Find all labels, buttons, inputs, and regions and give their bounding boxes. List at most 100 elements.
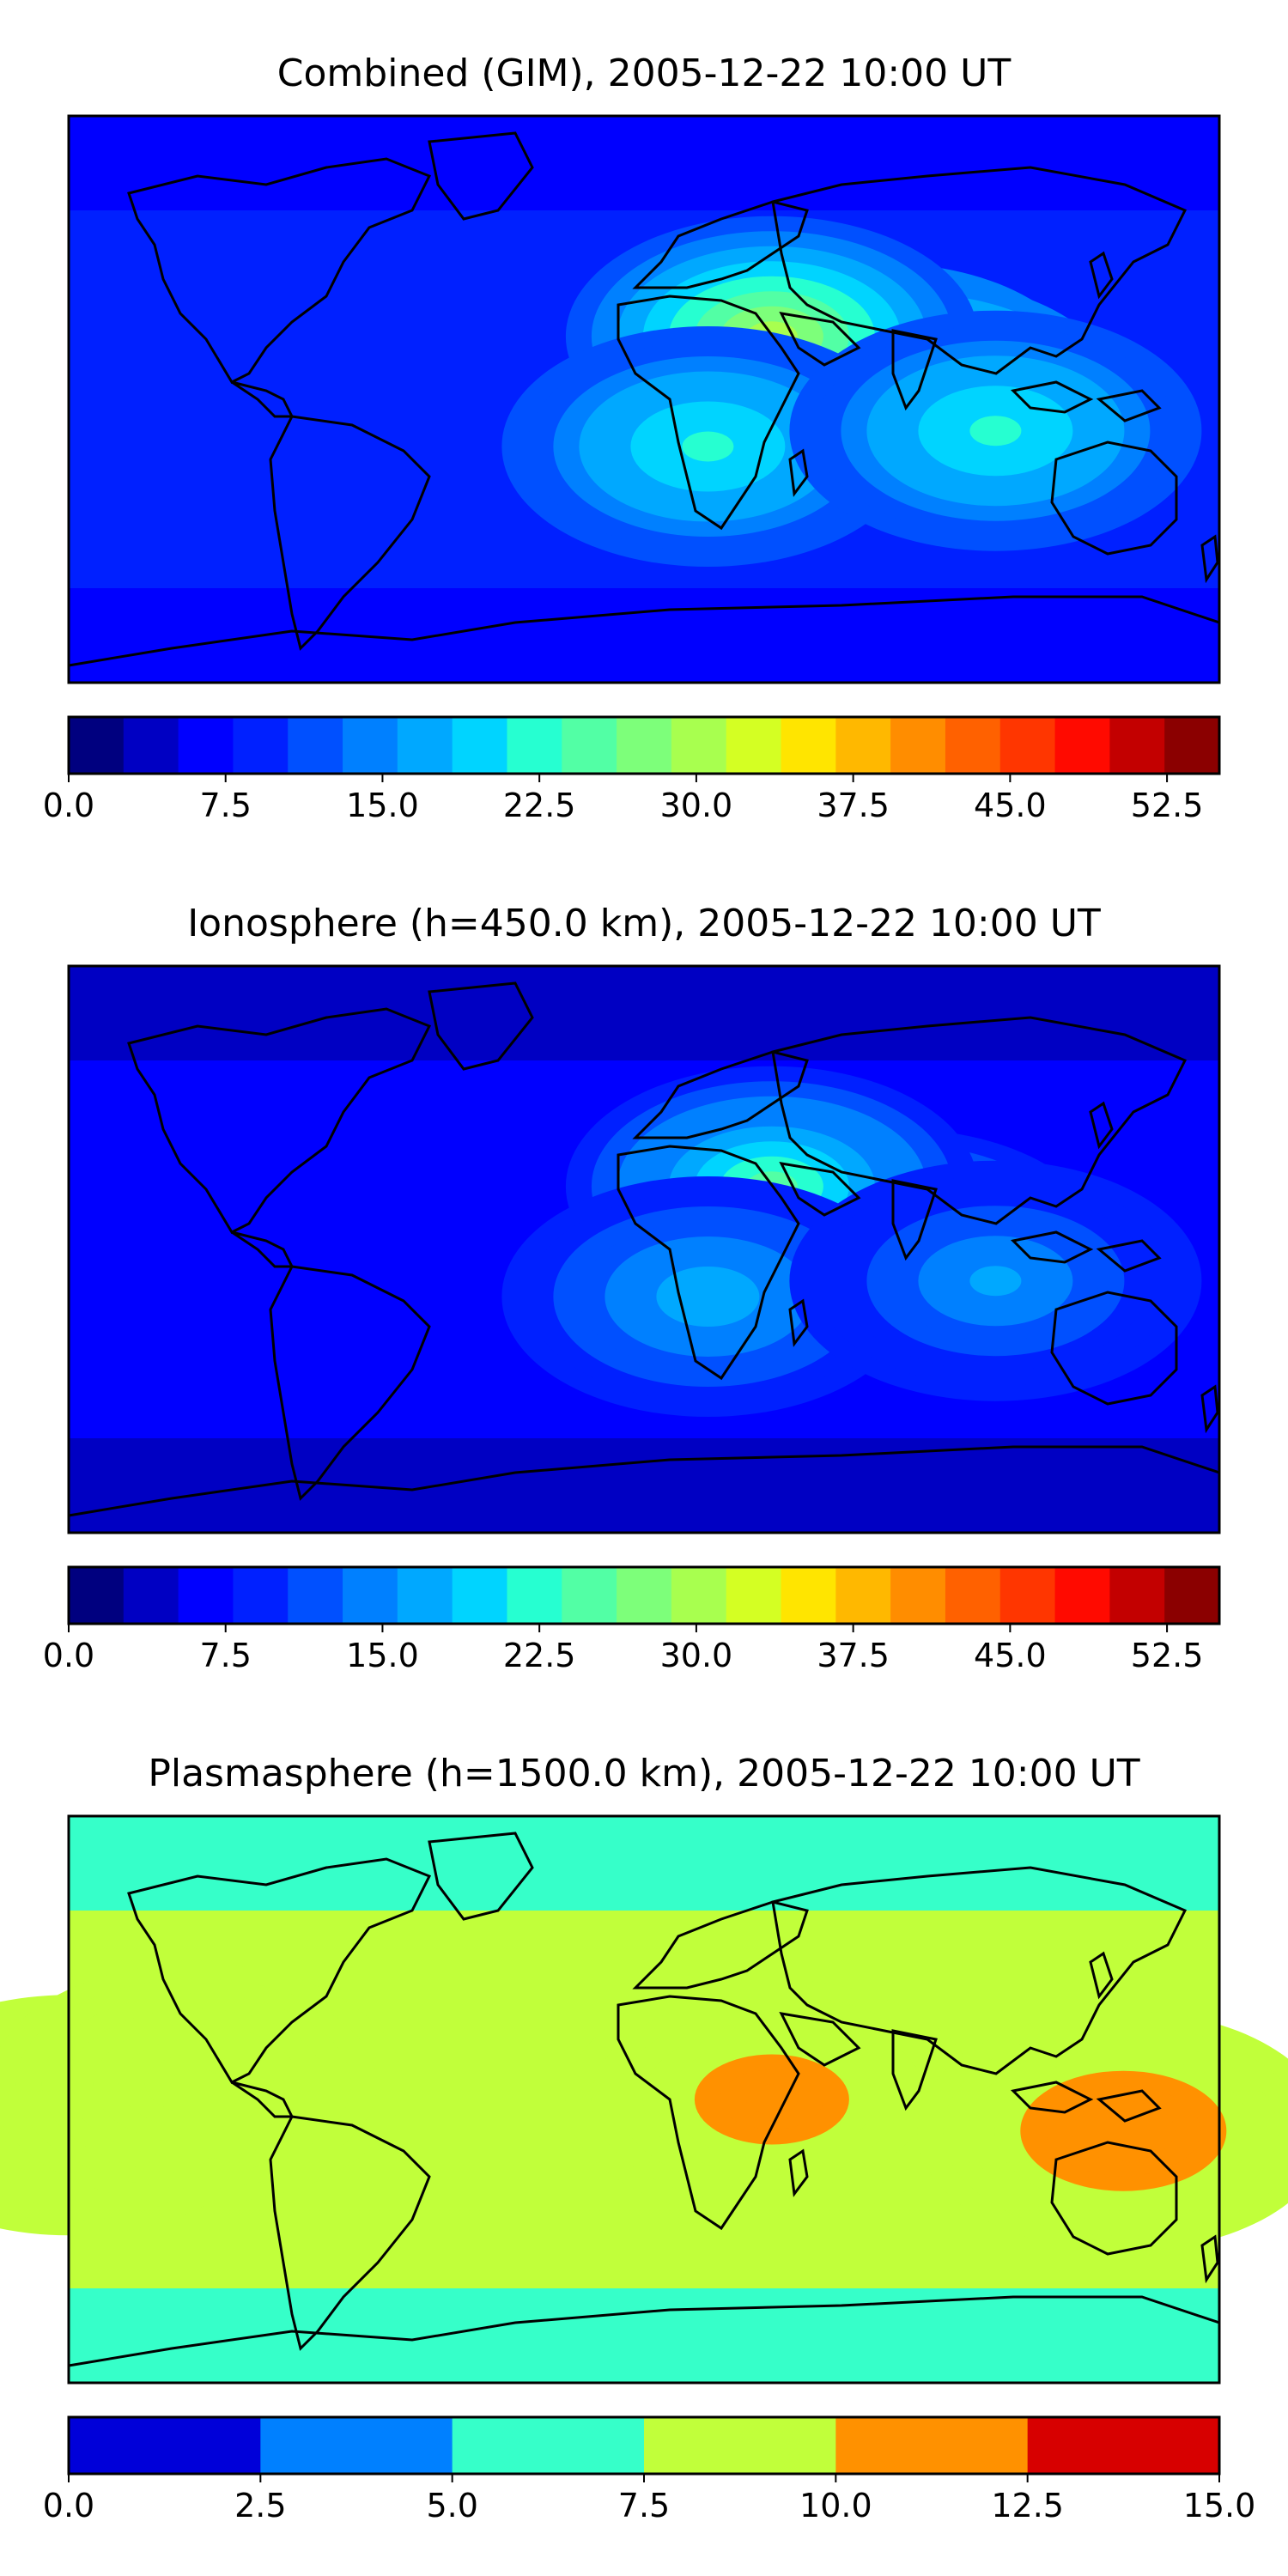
colorbar-tick-label: 45.0 bbox=[974, 787, 1047, 824]
colorbar-segment bbox=[233, 717, 289, 774]
colorbar-tick-label: 30.0 bbox=[660, 787, 733, 824]
colorbar-segment bbox=[726, 1567, 782, 1624]
colorbar-segment bbox=[1027, 2417, 1220, 2474]
colorbar-tick-label: 52.5 bbox=[1131, 787, 1204, 824]
colorbar-segment bbox=[644, 2417, 836, 2474]
colorbar-frame bbox=[67, 1565, 1221, 1625]
contour-level bbox=[745, 2084, 798, 2115]
colorbar-ticks: 0.0 2.5 5.0 7.5 10.0 12.5 15.0 bbox=[43, 2474, 1256, 2524]
colorbar-segments bbox=[69, 2417, 1220, 2474]
contour-band bbox=[69, 1816, 1219, 1911]
contour-band bbox=[69, 588, 1219, 683]
colorbar: 0.0 7.5 15.0 22.5 30.0 37.5 45.0 52.5 bbox=[43, 715, 1221, 824]
panel-title: Plasmasphere (h=1500.0 km), 2005-12-22 1… bbox=[148, 1752, 1139, 1795]
colorbar-tick-label: 37.5 bbox=[817, 1637, 890, 1674]
contour-band bbox=[69, 2288, 1219, 2384]
colorbar-segment bbox=[452, 1567, 508, 1624]
colorbar-segment bbox=[999, 1567, 1056, 1624]
colorbar-segment bbox=[178, 717, 234, 774]
colorbar-segment bbox=[671, 717, 727, 774]
colorbar-segment bbox=[260, 2417, 453, 2474]
colorbar-tick-label: 15.0 bbox=[346, 787, 419, 824]
colorbar-segment bbox=[343, 1567, 398, 1624]
colorbar-segment bbox=[1109, 1567, 1165, 1624]
contour-level bbox=[1097, 2116, 1150, 2147]
colorbar-segment bbox=[69, 2417, 261, 2474]
colorbar-segment bbox=[1054, 717, 1110, 774]
colorbar-segment bbox=[890, 1567, 946, 1624]
contour-level bbox=[682, 431, 734, 462]
colorbar-segment bbox=[1109, 717, 1165, 774]
colorbar-tick-label: 0.0 bbox=[43, 2487, 94, 2524]
colorbar-tick-label: 15.0 bbox=[1183, 2487, 1256, 2524]
colorbar-segment bbox=[233, 1567, 289, 1624]
colorbar-segment bbox=[69, 1567, 125, 1624]
colorbar-segment bbox=[945, 1567, 1001, 1624]
map-frame bbox=[67, 1814, 1221, 2385]
colorbar-tick-label: 2.5 bbox=[234, 2487, 286, 2524]
contour-field bbox=[69, 116, 1219, 683]
colorbar-segment bbox=[507, 1567, 562, 1624]
colorbar-segment bbox=[835, 1567, 891, 1624]
colorbar-tick-label: 0.0 bbox=[43, 1637, 94, 1674]
colorbar-frame bbox=[67, 715, 1221, 775]
colorbar-segment bbox=[890, 717, 946, 774]
colorbar-segment bbox=[617, 1567, 672, 1624]
colorbar: 0.0 7.5 15.0 22.5 30.0 37.5 45.0 52.5 bbox=[43, 1565, 1221, 1674]
colorbar-segment bbox=[999, 717, 1056, 774]
colorbar-segment bbox=[781, 717, 836, 774]
contour-band bbox=[69, 966, 1219, 1061]
colorbar-segment bbox=[671, 1567, 727, 1624]
colorbar-tick-label: 10.0 bbox=[799, 2487, 872, 2524]
colorbar-tick-label: 30.0 bbox=[660, 1637, 733, 1674]
colorbar-segment bbox=[69, 717, 125, 774]
colorbar-segment bbox=[726, 717, 782, 774]
colorbar-segment bbox=[288, 1567, 343, 1624]
contour-level bbox=[682, 1281, 734, 1312]
colorbar-segment bbox=[397, 1567, 453, 1624]
colorbar-segment bbox=[945, 717, 1001, 774]
colorbar-segment bbox=[835, 717, 891, 774]
colorbar-segment bbox=[178, 1567, 234, 1624]
colorbar-segment bbox=[562, 717, 617, 774]
colorbar-segment bbox=[781, 1567, 836, 1624]
colorbar-segment bbox=[1054, 1567, 1110, 1624]
colorbar-segment bbox=[452, 717, 508, 774]
map-frame bbox=[67, 964, 1221, 1534]
colorbar-segment bbox=[562, 1567, 617, 1624]
colorbar-segments bbox=[69, 1567, 1220, 1624]
colorbar-segment bbox=[1164, 717, 1220, 774]
map-frame bbox=[67, 114, 1221, 684]
colorbar-tick-label: 5.0 bbox=[426, 2487, 477, 2524]
colorbar-segments bbox=[69, 717, 1220, 774]
panel-combined: Combined (GIM), 2005-12-22 10:00 UT 0.0 7… bbox=[43, 52, 1221, 824]
contour-level bbox=[969, 1266, 1022, 1297]
panel-title: Ionosphere (h=450.0 km), 2005-12-22 10:0… bbox=[187, 902, 1101, 945]
colorbar-tick-label: 7.5 bbox=[200, 1637, 252, 1674]
colorbar-segment bbox=[617, 717, 672, 774]
colorbar-tick-label: 7.5 bbox=[200, 787, 252, 824]
colorbar-ticks: 0.0 7.5 15.0 22.5 30.0 37.5 45.0 52.5 bbox=[43, 1624, 1204, 1674]
panel-title: Combined (GIM), 2005-12-22 10:00 UT bbox=[277, 52, 1012, 95]
colorbar: 0.0 2.5 5.0 7.5 10.0 12.5 15.0 bbox=[43, 2415, 1256, 2524]
contour-field bbox=[69, 966, 1219, 1534]
colorbar-tick-label: 52.5 bbox=[1131, 1637, 1204, 1674]
colorbar-segment bbox=[288, 717, 343, 774]
colorbar-tick-label: 22.5 bbox=[503, 1637, 576, 1674]
contour-level bbox=[969, 416, 1022, 447]
contour-field bbox=[0, 1816, 1288, 2384]
colorbar-segment bbox=[397, 717, 453, 774]
contour-level bbox=[170, 2069, 222, 2099]
colorbar-tick-label: 0.0 bbox=[43, 787, 94, 824]
colorbar-segment bbox=[123, 717, 179, 774]
contour-band bbox=[69, 116, 1219, 211]
colorbar-segment bbox=[1164, 1567, 1220, 1624]
colorbar-segment bbox=[343, 717, 398, 774]
panel-ionosphere: Ionosphere (h=450.0 km), 2005-12-22 10:0… bbox=[43, 902, 1221, 1674]
colorbar-tick-label: 12.5 bbox=[991, 2487, 1064, 2524]
panel-plasmasphere: Plasmasphere (h=1500.0 km), 2005-12-22 1… bbox=[0, 1752, 1288, 2524]
colorbar-segment bbox=[507, 717, 562, 774]
colorbar-segment bbox=[835, 2417, 1029, 2474]
colorbar-tick-label: 7.5 bbox=[618, 2487, 670, 2524]
